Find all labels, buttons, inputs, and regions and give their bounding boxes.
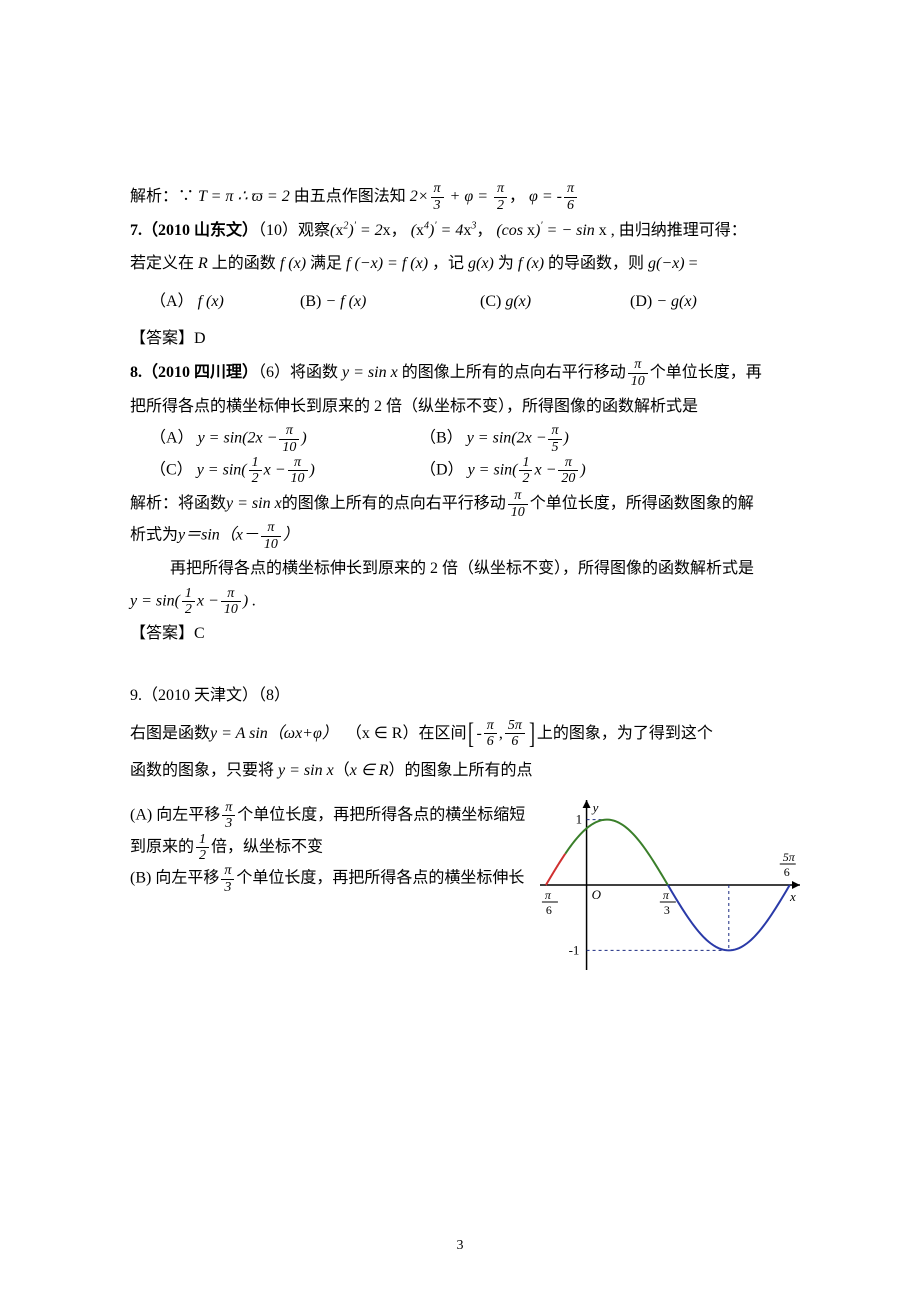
math: 2×	[410, 188, 429, 205]
text: ，	[509, 188, 525, 205]
text: ，	[391, 222, 407, 239]
svg-text:3: 3	[664, 903, 670, 917]
q7-stem: 若定义在 R 上的函数 f (x) 满足 f (−x) = f (x) ，记 g…	[130, 247, 800, 281]
text: , 由归纳推理可得：	[607, 222, 747, 239]
text: 个单位长度，再	[650, 364, 762, 381]
sine-graph-icon: yx1-1O−π6π35π6	[540, 800, 800, 970]
q8-sol3: 再把所得各点的横坐标伸长到原来的 2 倍（纵坐标不变），所得图像的函数解析式是	[130, 552, 800, 586]
svg-text:6: 6	[784, 865, 790, 879]
choice-b-line1: (B) 向左平移π3个单位长度，再把所得各点的横坐标伸长	[130, 863, 530, 895]
svg-text:π: π	[545, 888, 552, 902]
math: T = π ∴ ϖ = 2	[198, 188, 290, 205]
q8-sol4: y = sin(12x −π10) .	[130, 586, 800, 618]
text: 由五点作图法知	[294, 188, 406, 205]
choice-a-line2: 到原来的12倍，纵坐标不变	[130, 832, 530, 864]
math: (cos x)′ = − sin x	[496, 222, 606, 239]
choice-b: （B） y = sin(2x −π5)	[420, 423, 569, 455]
q8-head: 8.（2010 四川理）（6）将函数 y = sin x 的图像上所有的点向右平…	[130, 356, 800, 390]
text: 的图像上所有的点向右平行移动	[402, 364, 626, 381]
frac: π6	[564, 181, 577, 213]
choice-d: （D） y = sin(12x −π20)	[420, 455, 586, 487]
math: + φ =	[450, 188, 488, 205]
page-number: 3	[0, 1238, 920, 1254]
q8-sol2: 析式为y＝sin（x－π10）	[130, 520, 800, 552]
frac: π3	[431, 181, 444, 213]
q9-head: 9.（2010 天津文）（8）	[130, 679, 800, 713]
q8-sol1: 解析：将函数y = sin x的图像上所有的点向右平行移动π10个单位长度，所得…	[130, 487, 800, 521]
q7-answer: 【答案】D	[130, 322, 800, 356]
svg-text:-1: -1	[569, 942, 580, 957]
frac: π2	[494, 181, 507, 213]
choice-d: (D) − g(x)	[630, 285, 697, 319]
choice-a-line1: (A) 向左平移π3个单位长度，再把所得各点的横坐标缩短	[130, 800, 530, 832]
q9-stem1: 右图是函数y = A sin（ωx+φ） （x ∈ R）在区间[-π6,5π6]…	[130, 717, 800, 751]
choice-a: （A） y = sin(2x −π10)	[150, 423, 420, 455]
choice-c: (C) g(x)	[480, 285, 630, 319]
svg-text:O: O	[592, 887, 602, 902]
svg-text:5π: 5π	[783, 850, 796, 864]
math: (x2)′ = 2x	[330, 222, 391, 239]
q6-solution: 解析：∵ T = π ∴ ϖ = 2 由五点作图法知 2×π3 + φ = π2…	[130, 180, 800, 214]
svg-text:x: x	[789, 889, 796, 904]
choice-b: (B) − f (x)	[300, 285, 480, 319]
q7-head: 7.（2010 山东文）（10）观察(x2)′ = 2x， (x4)′ = 4x…	[130, 214, 800, 248]
svg-text:1: 1	[576, 811, 583, 826]
text: ，	[476, 222, 492, 239]
math: y = sin x	[342, 364, 398, 381]
svg-text:6: 6	[546, 903, 552, 917]
math: (x4)′ = 4x3	[411, 222, 477, 239]
q7-choices: （A） f (x) (B) − f (x) (C) g(x) (D) − g(x…	[130, 285, 800, 319]
choice-c: （C） y = sin(12x −π10)	[150, 455, 420, 487]
svg-text:π: π	[663, 888, 670, 902]
q9-stem2: 函数的图象，只要将 y = sin x（x ∈ R）的图象上所有的点	[130, 754, 800, 788]
q8-choices-row2: （C） y = sin(12x −π10) （D） y = sin(12x −π…	[130, 455, 800, 487]
text: 解析：∵	[130, 188, 194, 205]
frac: π10	[628, 357, 648, 389]
q8-answer: 【答案】C	[130, 617, 800, 651]
math: φ = -	[529, 188, 562, 205]
text: （6）将函数	[258, 364, 338, 381]
q8-choices-row1: （A） y = sin(2x −π10) （B） y = sin(2x −π5)	[130, 423, 800, 455]
q9-figure: yx1-1O−π6π35π6	[540, 800, 800, 975]
q8-source: 8.（2010 四川理）	[130, 364, 258, 381]
q7-source: 7.（2010 山东文）	[130, 222, 258, 239]
q9-body-with-figure: (A) 向左平移π3个单位长度，再把所得各点的横坐标缩短 到原来的12倍，纵坐标…	[130, 800, 800, 975]
choice-a: （A） f (x)	[150, 285, 300, 319]
page-container: 解析：∵ T = π ∴ ϖ = 2 由五点作图法知 2×π3 + φ = π2…	[0, 0, 920, 1302]
svg-text:y: y	[591, 800, 599, 815]
text: （10）观察	[258, 222, 330, 239]
q8-stem2: 把所得各点的横坐标伸长到原来的 2 倍（纵坐标不变），所得图像的函数解析式是	[130, 390, 800, 424]
